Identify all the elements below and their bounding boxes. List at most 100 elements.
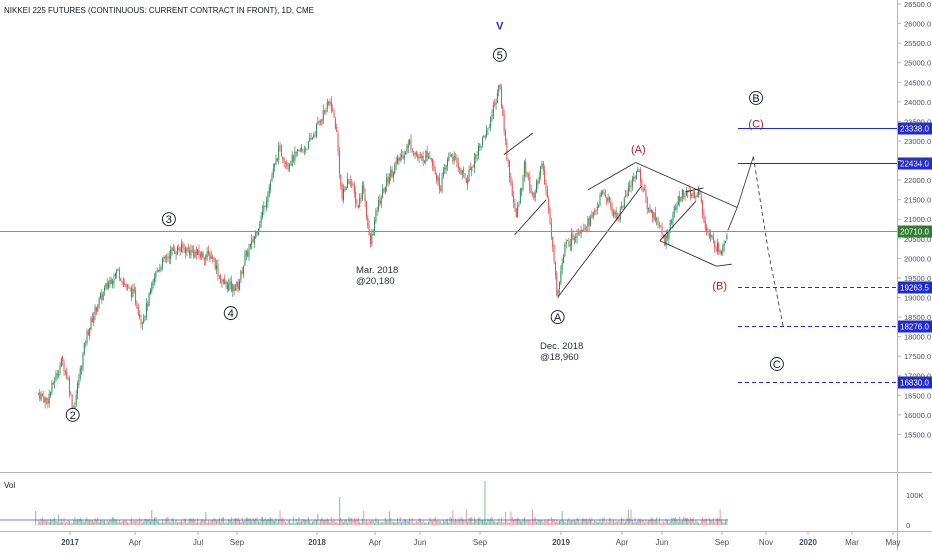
candle-body: [256, 232, 258, 234]
volume-bar: [275, 518, 277, 525]
candle-body: [145, 303, 147, 317]
candle-body: [661, 226, 663, 235]
volume-bar: [464, 520, 466, 525]
volume-bar: [93, 521, 95, 525]
candle-body: [529, 176, 531, 190]
volume-bar: [704, 518, 706, 525]
candle-body: [293, 155, 295, 162]
candle-body: [557, 290, 559, 295]
volume-bar: [218, 517, 220, 525]
candle-body: [332, 109, 334, 111]
volume-bar: [545, 521, 547, 525]
y-tick-label: 20500.0: [904, 235, 931, 244]
volume-bar: [706, 518, 708, 525]
candle-body: [483, 136, 485, 137]
volume-bar: [283, 519, 285, 525]
candle-body: [668, 230, 670, 239]
annotation-mar-2018-line1: Mar. 2018: [356, 265, 398, 276]
candle-body: [627, 187, 629, 196]
volume-bar: [467, 521, 469, 525]
volume-bar: [630, 509, 632, 525]
volume-bar: [726, 519, 728, 525]
candle-body: [580, 229, 582, 235]
volume-bar: [460, 517, 462, 525]
volume-bar: [631, 519, 633, 525]
candle-body: [446, 159, 448, 167]
candle-body: [128, 286, 130, 288]
volume-bar: [642, 519, 644, 525]
candle-body: [499, 85, 501, 88]
candle-body: [249, 244, 251, 248]
candle-body: [618, 217, 620, 219]
volume-bar: [664, 522, 666, 525]
candle-body: [491, 114, 493, 119]
candle-body: [135, 290, 137, 303]
candle-body: [475, 154, 477, 159]
volume-bar: [41, 517, 43, 525]
volume-bar: [518, 518, 520, 525]
candle-body: [159, 267, 161, 272]
candle-body: [272, 168, 274, 177]
candle-body: [266, 201, 268, 208]
volume-bar: [233, 518, 235, 525]
candle-body: [514, 202, 516, 209]
volume-bar: [351, 518, 353, 525]
volume-bar: [253, 519, 255, 525]
candle-body: [199, 254, 201, 257]
volume-bar: [141, 522, 143, 525]
candle-body: [610, 201, 612, 207]
candle-body: [375, 210, 377, 222]
candle-body: [320, 121, 322, 123]
wave-circle: [492, 47, 507, 62]
horizontal-levels: 23338.0 22434.0 20710.0 19263.5 18276.0 16830…: [0, 122, 932, 389]
candle-body: [679, 196, 681, 202]
volume-bar: [378, 519, 380, 525]
volume-bar: [43, 520, 45, 525]
wave-circle: [65, 407, 80, 422]
candle-body: [526, 172, 528, 177]
candle-body: [434, 172, 436, 175]
volume-bar: [388, 511, 390, 525]
candle-body: [392, 172, 394, 178]
candle-body: [417, 155, 419, 159]
annotation-dec-2018: Dec. 2018 @18,960: [540, 341, 583, 363]
candle-body: [710, 235, 712, 238]
wave-circle: [550, 310, 565, 324]
candle-body: [357, 205, 359, 208]
volume-bar: [596, 522, 598, 525]
volume-bar: [384, 517, 386, 525]
candle-body: [240, 270, 242, 281]
volume-bar: [163, 522, 165, 525]
volume-bar: [287, 520, 289, 525]
volume-bar: [658, 517, 660, 525]
x-tick-label: 2017: [61, 538, 79, 547]
volume-bar: [48, 522, 50, 525]
volume-bar: [687, 517, 689, 525]
volume-bar: [540, 520, 542, 525]
candle-body: [48, 394, 50, 404]
volume-bar: [144, 518, 146, 525]
candle-body: [113, 278, 115, 283]
candle-body: [241, 271, 243, 274]
candle-body: [336, 126, 338, 133]
candle-body: [267, 195, 269, 203]
volume-bar: [35, 511, 37, 525]
volume-bar: [263, 520, 265, 525]
volume-bar: [391, 521, 393, 525]
volume-bar: [671, 518, 673, 525]
volume-bar: [186, 522, 188, 525]
candle-body: [722, 245, 724, 254]
candle-body: [318, 121, 320, 123]
candle-body: [681, 188, 683, 199]
volume-bar: [324, 519, 326, 525]
volume-bar: [680, 521, 682, 525]
volume-bar: [125, 520, 127, 525]
volume-bar: [610, 518, 612, 525]
candle-body: [224, 278, 226, 285]
volume-bar: [707, 522, 709, 525]
candle-body: [259, 224, 261, 228]
volume-bar: [395, 522, 397, 525]
candle-body: [685, 191, 687, 196]
volume-bar: [129, 520, 131, 525]
